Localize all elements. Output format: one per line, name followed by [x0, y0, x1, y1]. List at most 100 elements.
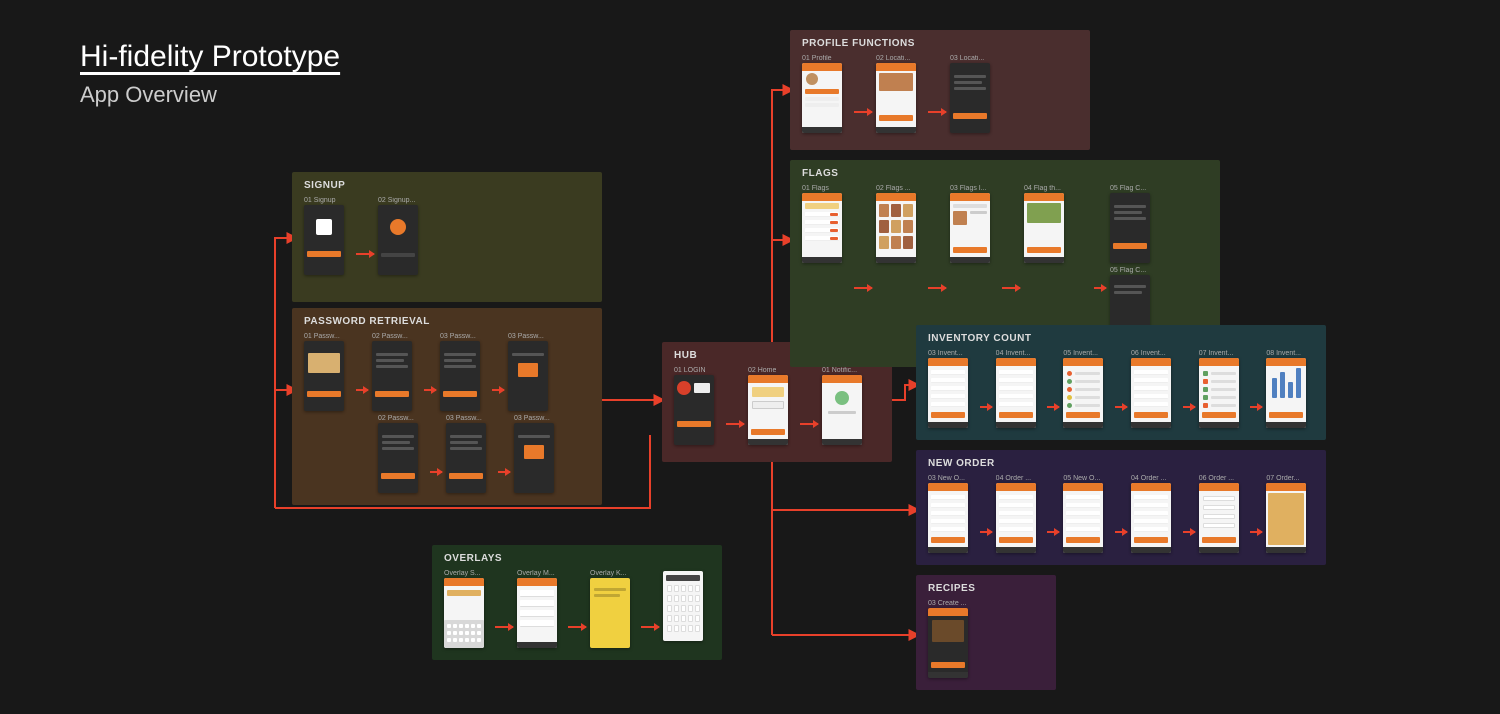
flow-arrow: [424, 389, 436, 391]
group-profile: PROFILE FUNCTIONS 01 Profile 02 Locati... 0…: [790, 30, 1090, 150]
screen-label: 01 Flags: [802, 185, 829, 192]
screen-thumb[interactable]: 02 Home: [748, 367, 796, 445]
screen-thumb[interactable]: 02 Flags ...: [876, 185, 924, 263]
screen-label: 01 Signup: [304, 197, 336, 204]
screen-label: 02 Signup...: [378, 197, 415, 204]
screen-label: 03 New O...: [928, 475, 965, 482]
screen-thumb[interactable]: Overlay S...: [444, 570, 491, 648]
screen-thumb[interactable]: 08 Invent...: [1266, 350, 1314, 428]
screen-thumb[interactable]: 04 Order ...: [1131, 475, 1179, 553]
screen-label: 04 Order ...: [1131, 475, 1166, 482]
screen-thumb[interactable]: 06 Order ...: [1199, 475, 1247, 553]
screen-thumb[interactable]: 03 Locati...: [950, 55, 998, 133]
flow-arrow: [356, 253, 374, 255]
title-main: Hi-fidelity Prototype: [80, 40, 340, 74]
screen-thumb[interactable]: 04 Invent...: [996, 350, 1044, 428]
screen-thumb[interactable]: 02 Passw...: [378, 415, 426, 493]
group-title: PROFILE FUNCTIONS: [802, 38, 1078, 49]
screen-thumb[interactable]: 06 Invent...: [1131, 350, 1179, 428]
screen-label: 03 Locati...: [950, 55, 984, 62]
flow-arrow: [1094, 287, 1106, 289]
screen-thumb[interactable]: 01 Notific...: [822, 367, 870, 445]
screen-label: 08 Invent...: [1266, 350, 1301, 357]
screen-label: 05 Flag C...: [1110, 185, 1146, 192]
screen-thumb[interactable]: 07 Order...: [1266, 475, 1314, 553]
screen-label: 05 New O...: [1063, 475, 1100, 482]
group-password: PASSWORD RETRIEVAL 01 Passw... 02 Passw...…: [292, 308, 602, 505]
screen-label: 06 Invent...: [1131, 350, 1166, 357]
flow-arrow: [854, 111, 872, 113]
flow-arrow: [1250, 406, 1262, 408]
screen-thumb[interactable]: 03 New O...: [928, 475, 976, 553]
screen-thumb[interactable]: Overlay K...: [590, 570, 637, 648]
flow-arrow: [568, 626, 586, 628]
screen-thumb[interactable]: 02 Signup...: [378, 197, 426, 275]
screen-thumb[interactable]: 05 Invent...: [1063, 350, 1111, 428]
screen-label: 03 Create ...: [928, 600, 967, 607]
group-title: RECIPES: [928, 583, 1044, 594]
screen-thumb[interactable]: 03 Passw...: [440, 333, 488, 411]
screen-label: 03 Passw...: [440, 333, 476, 340]
screen-thumb[interactable]: 04 Order ...: [996, 475, 1044, 553]
screen-label: 02 Passw...: [378, 415, 414, 422]
screen-thumb[interactable]: [663, 570, 710, 641]
screen-label: 07 Invent...: [1199, 350, 1234, 357]
flow-arrow: [1002, 287, 1020, 289]
flow-arrow: [1250, 531, 1262, 533]
screen-thumb[interactable]: 02 Locati...: [876, 55, 924, 133]
screen-thumb[interactable]: 01 Profile: [802, 55, 850, 133]
flow-arrow: [430, 471, 442, 473]
screen-label: 05 Flag C...: [1110, 267, 1146, 274]
group-title: OVERLAYS: [444, 553, 710, 564]
screen-label: 03 Passw...: [514, 415, 550, 422]
screen-thumb[interactable]: [304, 415, 352, 486]
group-inventory: INVENTORY COUNT 03 Invent... 04 Invent... 0…: [916, 325, 1326, 440]
flow-arrow: [641, 626, 659, 628]
screen-label: 03 Passw...: [446, 415, 482, 422]
screen-label: 06 Order ...: [1199, 475, 1234, 482]
screen-label: 05 Invent...: [1063, 350, 1098, 357]
screen-thumb[interactable]: 03 Passw...: [514, 415, 562, 493]
screen-thumb[interactable]: 01 Passw...: [304, 333, 352, 411]
screen-label: 02 Locati...: [876, 55, 910, 62]
group-title: SIGNUP: [304, 180, 590, 191]
screen-thumb[interactable]: 05 Flag C...: [1110, 185, 1158, 263]
group-overlays: OVERLAYS Overlay S... Overlay M... Overlay …: [432, 545, 722, 660]
screen-thumb[interactable]: 05 New O...: [1063, 475, 1111, 553]
flow-arrow: [498, 471, 510, 473]
group-recipes: RECIPES 03 Create ...: [916, 575, 1056, 690]
screen-thumb[interactable]: 01 LOGIN: [674, 367, 722, 445]
page-title: Hi-fidelity Prototype App Overview: [80, 40, 340, 108]
screen-label: 03 Flags I...: [950, 185, 987, 192]
group-title: INVENTORY COUNT: [928, 333, 1314, 344]
group-title: PASSWORD RETRIEVAL: [304, 316, 590, 327]
flow-arrow: [1115, 531, 1127, 533]
screen-thumb[interactable]: Overlay M...: [517, 570, 564, 648]
flow-arrow: [928, 111, 946, 113]
flow-arrow: [928, 287, 946, 289]
screen-label: 03 Invent...: [928, 350, 963, 357]
screen-label: 03 Passw...: [508, 333, 544, 340]
group-title: FLAGS: [802, 168, 1208, 179]
screen-thumb[interactable]: 03 Create ...: [928, 600, 976, 678]
flow-arrow: [800, 423, 818, 425]
screen-thumb[interactable]: 01 Signup: [304, 197, 352, 275]
screen-label: 07 Order...: [1266, 475, 1299, 482]
screen-label: 02 Home: [748, 367, 776, 374]
screen-thumb[interactable]: 03 Passw...: [508, 333, 556, 411]
screen-thumb[interactable]: 03 Passw...: [446, 415, 494, 493]
flow-arrow: [492, 389, 504, 391]
screen-thumb[interactable]: 07 Invent...: [1199, 350, 1247, 428]
flow-arrow: [980, 531, 992, 533]
screen-thumb[interactable]: 03 Invent...: [928, 350, 976, 428]
screen-label: Overlay S...: [444, 570, 481, 577]
flow-arrow: [495, 626, 513, 628]
screen-label: 01 LOGIN: [674, 367, 706, 374]
screen-label: 04 Flag th...: [1024, 185, 1061, 192]
screen-thumb[interactable]: 04 Flag th...: [1024, 185, 1072, 263]
screen-thumb[interactable]: 01 Flags: [802, 185, 850, 263]
screen-thumb[interactable]: 03 Flags I...: [950, 185, 998, 263]
group-signup: SIGNUP 01 Signup 02 Signup...: [292, 172, 602, 302]
screen-thumb[interactable]: 02 Passw...: [372, 333, 420, 411]
flow-arrow: [1115, 406, 1127, 408]
